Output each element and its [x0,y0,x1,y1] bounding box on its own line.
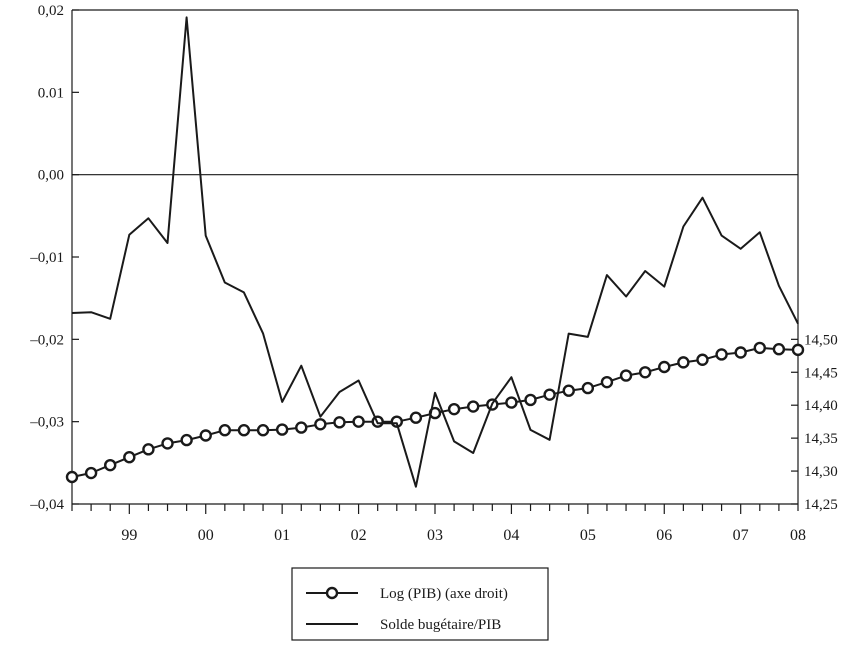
x-tick-label: 04 [503,527,519,544]
marker-log-pib [84,466,98,480]
series-line-solde [71,16,799,488]
marker-log-pib [237,424,251,437]
x-tick-label: 01 [274,527,290,544]
marker-log-pib [352,415,365,428]
x-tick-label: 07 [733,527,749,544]
marker-log-pib [180,433,193,447]
legend-box [291,567,549,641]
x-tick-label: 05 [580,527,596,544]
marker-log-pib [658,360,671,374]
marker-log-pib [333,416,346,429]
left-tick-label: 0.01 [38,85,64,101]
marker-log-pib [524,393,537,407]
left-tick-label: –0,03 [29,415,64,431]
marker-log-pib [505,396,518,409]
marker-log-pib [581,381,595,395]
marker-log-pib [104,458,117,472]
right-tick-label: 14,35 [804,431,838,447]
marker-log-pib [467,400,480,413]
legend-label-solde: Solde bugétaire/PIB [380,617,501,633]
x-tick-label: 06 [656,527,672,544]
x-tick-label: 02 [351,527,367,544]
marker-log-pib [562,384,575,397]
x-tick-label: 03 [427,527,443,544]
marker-log-pib [677,356,690,369]
marker-log-pib [447,402,461,416]
marker-log-pib [543,388,556,401]
marker-log-pib [715,348,728,361]
marker-log-pib [600,375,614,389]
marker-log-pib [65,470,79,484]
marker-log-pib [753,341,766,355]
marker-log-pib [314,418,327,431]
right-tick-label: 14,45 [804,365,838,381]
marker-log-pib [619,369,633,382]
left-tick-label: 0,00 [38,168,64,184]
legend-marker-log-pib [325,586,339,600]
right-tick-label: 14,25 [804,497,838,513]
marker-log-pib [295,421,308,434]
series-layer [65,16,805,488]
marker-log-pib [696,353,709,366]
right-tick-label: 14,50 [804,332,838,348]
marker-log-pib [256,424,270,437]
x-tick-label: 99 [121,527,137,544]
x-tick-label: 00 [198,527,214,544]
legend-label-log-pib: Log (PIB) (axe droit) [380,586,508,602]
marker-log-pib [218,424,232,437]
marker-log-pib [142,443,155,456]
left-tick-label: –0,01 [29,250,64,266]
marker-log-pib [638,366,652,379]
marker-log-pib [161,437,174,450]
marker-log-pib [199,429,212,442]
marker-log-pib [772,343,786,356]
left-tick-label: –0,02 [29,332,64,348]
left-tick-label: 0,02 [38,3,64,19]
legend: Log (PIB) (axe droit) Solde bugétaire/PI… [291,567,549,641]
marker-log-pib [734,346,747,359]
right-tick-label: 14,40 [804,398,838,414]
left-tick-label: –0,04 [29,497,64,513]
x-tick-label: 08 [790,527,806,544]
marker-log-pib [123,451,136,464]
right-tick-label: 14,30 [804,464,838,480]
axes: 0,02 0.01 0,00 –0,01 –0,02 –0,03 –0,04 14,50 14,… [29,3,838,544]
marker-log-pib [409,411,423,424]
marker-log-pib [275,423,289,436]
marker-log-pib [791,343,805,357]
